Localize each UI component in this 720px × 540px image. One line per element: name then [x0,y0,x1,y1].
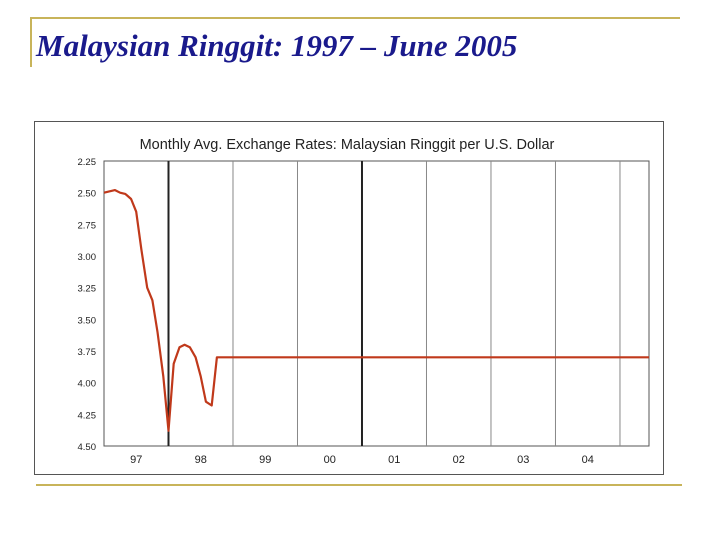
exchange-rate-chart: Monthly Avg. Exchange Rates: Malaysian R… [78,137,650,466]
y-tick-label: 3.00 [78,252,97,263]
y-tick-label: 3.75 [78,347,97,358]
y-tick-label: 4.50 [78,442,97,453]
x-tick-label: 00 [324,454,336,466]
x-tick-label: 04 [582,454,594,466]
x-tick-label: 01 [388,454,400,466]
chart-frame [34,121,664,475]
axis-ticks: 2.25 2.50 2.75 3.00 3.25 3.50 3.75 4.00 4.25 4.50… [78,157,594,466]
x-tick-label: 97 [130,454,142,466]
chart-title: Monthly Avg. Exchange Rates: Malaysian R… [140,137,555,153]
y-tick-label: 2.50 [78,189,97,200]
x-tick-label: 02 [453,454,465,466]
grid-lines [167,161,621,446]
y-tick-label: 4.25 [78,410,97,421]
title-rule-left [30,17,32,67]
x-tick-label: 98 [195,454,207,466]
series-line [103,188,649,432]
title-rule-top [30,17,680,19]
y-tick-label: 2.25 [78,157,97,168]
x-tick-label: 99 [259,454,271,466]
bottom-rule [36,484,682,486]
slide-title: Malaysian Ringgit: 1997 – June 2005 [36,28,518,63]
plot-area [103,160,650,447]
y-tick-label: 3.25 [78,284,97,295]
y-tick-label: 4.00 [78,379,97,390]
y-tick-label: 2.75 [78,220,97,231]
y-tick-label: 3.50 [78,315,97,326]
series-layer [103,188,649,432]
x-tick-label: 03 [517,454,529,466]
